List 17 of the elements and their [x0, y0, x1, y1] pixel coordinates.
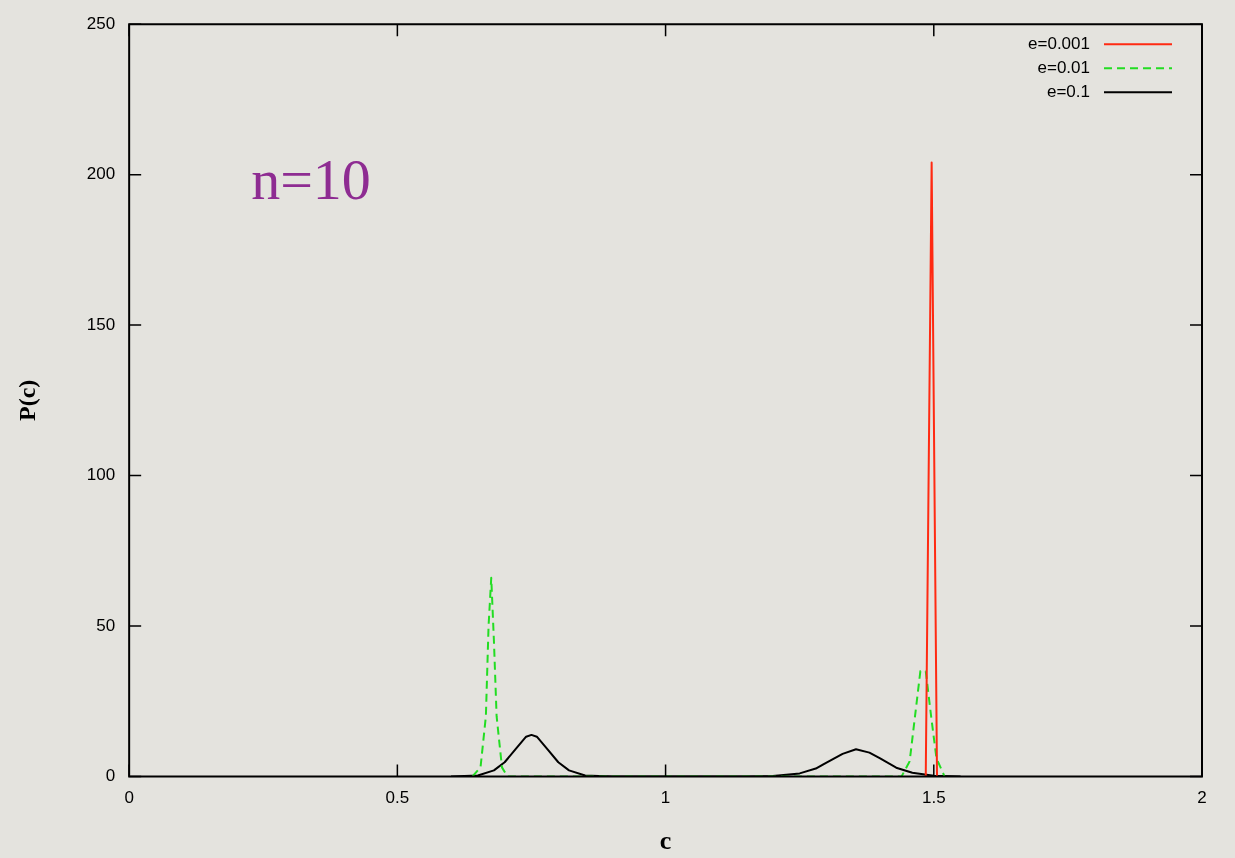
y-tick-label: 100: [86, 465, 116, 485]
legend-label: e=0.1: [1046, 81, 1090, 101]
y-tick-label: 200: [86, 164, 116, 184]
y-tick-label: 250: [86, 13, 116, 33]
x-axis-title: c: [659, 826, 672, 856]
y-tick-label: 0: [105, 766, 116, 786]
x-tick-label: 0: [124, 788, 134, 808]
x-tick-label: 1.5: [921, 788, 946, 808]
x-tick-label: 2: [1197, 788, 1207, 808]
x-tick-label: 0.5: [385, 788, 410, 808]
y-tick-label: 50: [96, 615, 116, 635]
y-tick-label: 150: [86, 314, 116, 334]
x-tick-label: 1: [660, 788, 671, 808]
legend-label: e=0.001: [1028, 33, 1090, 53]
y-axis-title: P(c): [13, 379, 40, 421]
legend-label: e=0.01: [1037, 57, 1090, 77]
annotation: n=10: [251, 147, 371, 213]
